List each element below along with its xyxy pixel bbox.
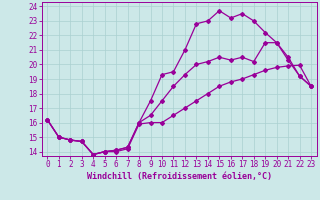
X-axis label: Windchill (Refroidissement éolien,°C): Windchill (Refroidissement éolien,°C) <box>87 172 272 181</box>
